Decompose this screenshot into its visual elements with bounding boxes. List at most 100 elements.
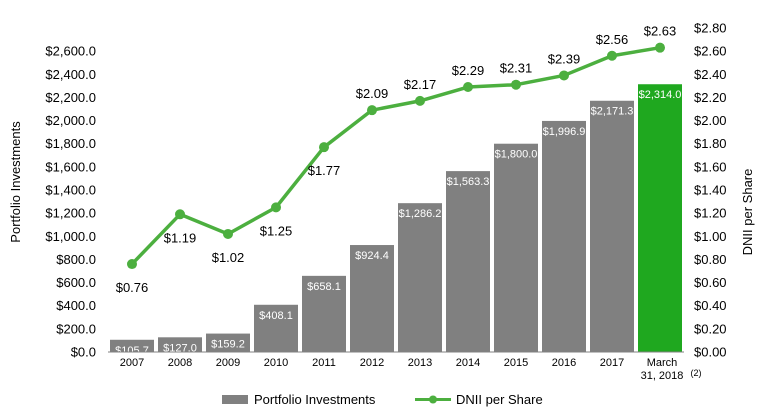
x-tick-label: 2011 (312, 357, 336, 369)
x-tick-label: 31, 2018 (641, 370, 684, 382)
right-tick-label: $0.60 (694, 275, 727, 290)
right-tick-label: $2.00 (694, 113, 727, 128)
dnii-value-label: $1.77 (308, 163, 341, 178)
dnii-point (271, 202, 281, 213)
left-tick-label: $200.0 (56, 321, 96, 336)
bar (302, 275, 346, 352)
left-tick-label: $600.0 (56, 275, 96, 290)
bar (590, 100, 634, 352)
bar (446, 171, 490, 352)
bar (254, 304, 298, 352)
x-axis-tick-labels: 2007 2008 2009 2010 2011 2012 2013 2014 2015 2016… (120, 357, 702, 382)
bar-value-label: $924.4 (355, 250, 389, 262)
right-axis-title: DNII per Share (740, 169, 755, 256)
line-value-labels: $0.76 $1.19 $1.02 $1.25 $1.77 $2.09 $2.17 $2.29… (116, 24, 677, 295)
dnii-value-label: $2.09 (356, 86, 389, 101)
bar (494, 143, 538, 352)
bar (542, 120, 586, 352)
dnii-value-label: $1.02 (212, 250, 245, 265)
dnii-value-label: $1.25 (260, 223, 293, 238)
bar-value-label: $1,800.0 (495, 149, 538, 161)
dnii-value-label: $2.29 (452, 63, 485, 78)
bar-value-label: $2,314.0 (639, 89, 682, 101)
x-tick-footnote: (2) (691, 368, 702, 378)
dnii-point (223, 228, 233, 239)
bar (158, 337, 202, 352)
bar (350, 245, 394, 352)
right-axis-tick-labels: $0.00 $0.20 $0.40 $0.60 $0.80 $1.00 $1.20 $1.40… (694, 21, 727, 360)
bar (638, 84, 682, 352)
left-tick-label: $1,000.0 (45, 229, 96, 244)
left-tick-label: $800.0 (56, 252, 96, 267)
right-tick-label: $1.00 (694, 229, 727, 244)
x-tick-label: 2012 (360, 357, 384, 369)
dnii-point (607, 50, 617, 61)
dnii-value-label: $1.19 (164, 230, 197, 245)
x-tick-label: 2016 (552, 357, 576, 369)
dnii-point (463, 82, 473, 93)
right-tick-label: $1.40 (694, 183, 727, 198)
legend-bar-swatch (222, 395, 248, 404)
bar-value-label: $1,286.2 (399, 208, 442, 220)
dnii-line (130, 45, 661, 266)
dnii-value-label: $2.31 (500, 61, 533, 76)
legend-label-dnii-per-share: DNII per Share (456, 392, 543, 407)
left-tick-label: $2,200.0 (45, 90, 96, 105)
left-tick-label: $2,600.0 (45, 44, 96, 59)
right-tick-label: $2.80 (694, 21, 727, 36)
dnii-value-label: $0.76 (116, 280, 149, 295)
x-tick-label: 2017 (600, 357, 624, 369)
bar (110, 339, 154, 352)
legend-label-portfolio-investments: Portfolio Investments (254, 392, 376, 407)
right-tick-label: $2.60 (694, 44, 727, 59)
x-tick-label: 2009 (216, 357, 240, 369)
right-tick-label: $2.40 (694, 67, 727, 82)
dnii-value-label: $2.17 (404, 77, 437, 92)
left-axis-title: Portfolio Investments (8, 121, 23, 243)
left-tick-label: $1,200.0 (45, 206, 96, 221)
right-tick-label: $0.40 (694, 298, 727, 313)
bar (398, 203, 442, 352)
right-tick-label: $0.00 (694, 345, 727, 360)
x-tick-label: 2013 (408, 357, 432, 369)
bar-value-label: $159.2 (211, 339, 245, 351)
dnii-value-label: $2.56 (596, 32, 629, 47)
bar (206, 333, 250, 352)
dnii-point (559, 70, 569, 81)
bar-series (110, 84, 682, 352)
dnii-point (415, 95, 425, 106)
bar-value-label: $1,563.3 (447, 176, 490, 188)
dnii-point (319, 142, 329, 153)
dnii-point (127, 259, 137, 270)
left-axis-tick-labels: $0.0 $200.0 $400.0 $600.0 $800.0 $1,000.0 $1,2… (45, 44, 96, 360)
left-tick-label: $0.0 (71, 345, 96, 360)
bar-value-label: $127.0 (163, 342, 197, 354)
legend: Portfolio Investments DNII per Share (222, 392, 543, 407)
right-tick-label: $1.20 (694, 206, 727, 221)
right-tick-label: $2.20 (694, 90, 727, 105)
left-tick-label: $2,400.0 (45, 67, 96, 82)
legend-line-marker (429, 395, 437, 404)
bar-value-label: $2,171.3 (591, 106, 634, 118)
right-tick-label: $0.80 (694, 252, 727, 267)
left-tick-label: $1,800.0 (45, 136, 96, 151)
x-tick-label: 2008 (168, 357, 192, 369)
dnii-value-label: $2.39 (548, 51, 581, 66)
left-tick-label: $2,000.0 (45, 113, 96, 128)
line-series (127, 42, 665, 270)
dnii-point (511, 79, 521, 90)
left-tick-label: $1,400.0 (45, 183, 96, 198)
x-tick-label: 2014 (456, 357, 480, 369)
right-tick-label: $1.60 (694, 159, 727, 174)
right-tick-label: $1.80 (694, 136, 727, 151)
dnii-value-label: $2.63 (644, 24, 677, 39)
dnii-point (655, 42, 665, 53)
bar-value-label: $408.1 (259, 310, 293, 322)
left-tick-label: $400.0 (56, 298, 96, 313)
bar-value-label: $658.1 (307, 281, 341, 293)
x-tick-label: 2010 (264, 357, 288, 369)
dnii-point (367, 105, 377, 116)
x-tick-label: 2015 (504, 357, 528, 369)
right-tick-label: $0.20 (694, 321, 727, 336)
